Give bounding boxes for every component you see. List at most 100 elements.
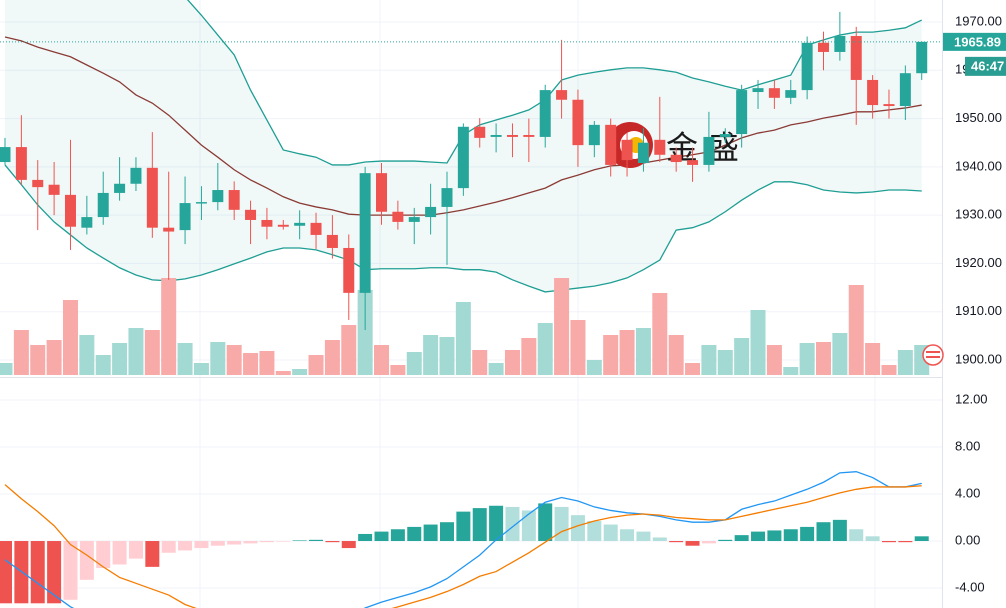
histogram-bar [800, 526, 815, 542]
histogram-bar [325, 541, 340, 543]
candle-body [130, 167, 142, 184]
volume-bar [848, 285, 864, 375]
candle-body [441, 188, 453, 207]
histogram-bar [456, 511, 471, 542]
volume-bar [30, 345, 46, 375]
volume-bar [210, 342, 226, 375]
histogram-bar [161, 541, 176, 553]
signal-line [4, 484, 922, 608]
candle-body [621, 139, 633, 161]
candle-body [637, 142, 649, 163]
volume-bar [521, 338, 537, 375]
histogram-bar [832, 519, 847, 542]
volume [0, 278, 930, 375]
histogram-bar [816, 522, 831, 542]
volume-bar [423, 335, 439, 375]
candle-body [752, 88, 764, 93]
histogram-bar [194, 541, 209, 549]
axis-labels: 1900.00 1910.00 1920.00 1930.00 1940.00 1950.… [955, 13, 1002, 594]
y-tick-label: 1940.00 [955, 158, 1002, 173]
y-tick-label: 1920.00 [955, 255, 1002, 270]
candle-body [490, 134, 502, 137]
candle-body [326, 234, 338, 248]
histogram-bar [718, 539, 733, 542]
histogram-bar [472, 508, 487, 542]
volume-bar [619, 330, 635, 375]
candle-body [719, 134, 731, 137]
histogram-bar [767, 530, 782, 542]
volume-bar [62, 300, 78, 375]
flag-circle [922, 344, 944, 366]
candle-body [572, 99, 584, 146]
last-price-label: 1965.89 [954, 34, 1001, 49]
volume-bar [439, 337, 455, 375]
candle-body [867, 79, 879, 106]
histogram-bar [489, 505, 504, 542]
y-tick-label: -4.00 [955, 579, 985, 594]
candle-body [261, 219, 273, 227]
histogram-bar [570, 515, 585, 542]
candle-body [785, 90, 797, 98]
histogram-bar [227, 541, 242, 545]
candle-body [179, 203, 191, 231]
y-tick-label: 1930.00 [955, 207, 1002, 222]
volume-bar [783, 367, 799, 375]
volume-bar [897, 350, 913, 375]
histogram-bar [243, 541, 258, 544]
volume-bar [586, 360, 602, 375]
volume-bar [193, 363, 209, 375]
countdown-label: 46:47 [971, 58, 1004, 73]
candle-body [114, 183, 126, 193]
histogram-bar [96, 541, 111, 569]
histogram-bar [505, 506, 520, 542]
volume-bar [177, 343, 193, 375]
histogram-bar [358, 533, 373, 542]
candle-body [48, 184, 60, 195]
volume-bar [488, 363, 504, 375]
y-tick-label: 1970.00 [955, 13, 1002, 28]
histogram-bar [701, 541, 716, 544]
histogram-bar [0, 541, 12, 604]
volume-bar [374, 345, 390, 375]
volume-bar [341, 325, 357, 375]
histogram-bar [407, 526, 422, 542]
candle-body [64, 194, 76, 227]
histogram-bar [292, 540, 307, 542]
candles [0, 11, 942, 331]
volume-bar [603, 335, 619, 375]
y-tick-label: 1910.00 [955, 303, 1002, 318]
volume-bar [357, 290, 373, 375]
candle-body [703, 136, 715, 165]
volume-bar [95, 355, 111, 375]
candle-body [916, 41, 928, 74]
candle-body [15, 147, 27, 180]
histogram-bar [259, 541, 274, 543]
volume-bar [128, 328, 144, 375]
candle-body [392, 211, 404, 222]
histogram-bar [669, 541, 684, 543]
histogram-bar [521, 510, 536, 542]
candle-body [212, 190, 224, 203]
volume-bar [504, 350, 520, 375]
volume-bar [635, 328, 651, 375]
candle-body [376, 173, 388, 212]
histogram-bar [734, 535, 749, 542]
histogram-bar [341, 541, 356, 549]
histogram-bar [865, 536, 880, 542]
candle-body [654, 139, 666, 155]
volume-bar [865, 343, 881, 375]
volume-bar [816, 342, 831, 375]
candle-body [883, 104, 895, 107]
volume-bar [275, 371, 291, 375]
volume-bar [717, 350, 733, 375]
histogram-bar [439, 522, 454, 542]
price-labels: 1965.89 46:47 [943, 32, 1006, 76]
candle-body [359, 173, 371, 293]
candle-body [506, 134, 518, 137]
histogram-bar [128, 541, 143, 559]
candle-body [818, 42, 829, 52]
volume-bar [472, 350, 488, 375]
middle-band [4, 36, 922, 216]
candle-body [768, 88, 780, 98]
candle-body [474, 126, 486, 138]
